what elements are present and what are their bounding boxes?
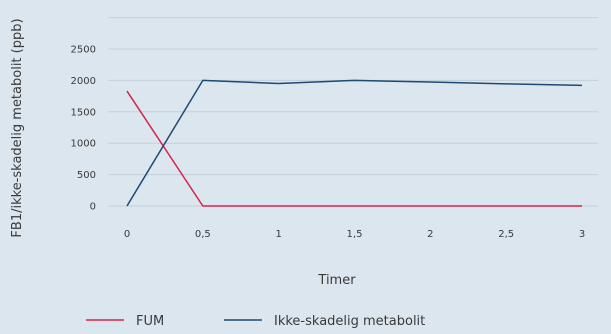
x-tick-label: 0 — [124, 229, 130, 240]
legend-label: FUM — [136, 314, 164, 329]
x-tick-label: 3 — [579, 229, 585, 240]
y-tick-label: 2000 — [71, 76, 96, 87]
y-tick-label: 1500 — [71, 107, 96, 118]
x-tick-label: 2 — [427, 229, 433, 240]
y-tick-label: 0 — [90, 202, 96, 213]
x-tick-label: 1,5 — [347, 229, 363, 240]
y-tick-label: 1000 — [71, 139, 96, 150]
series-line-fum — [127, 91, 582, 206]
y-axis-title: FB1/ikke-skadelig metabolit (ppb) — [10, 18, 25, 237]
x-tick-label: 0,5 — [195, 229, 211, 240]
legend: FUM Ikke-skadelig metabolit — [86, 314, 425, 329]
y-tick-label: 500 — [77, 170, 96, 181]
x-axis-ticks: 0 0,5 1 1,5 2 2,5 3 — [124, 229, 585, 240]
gridlines — [108, 18, 598, 206]
legend-label: Ikke-skadelig metabolit — [274, 314, 425, 329]
x-tick-label: 2,5 — [498, 229, 514, 240]
x-axis-title: Timer — [317, 273, 356, 288]
x-tick-label: 1 — [275, 229, 281, 240]
y-axis-ticks: 0 500 1000 1500 2000 2500 — [71, 45, 96, 213]
y-tick-label: 2500 — [71, 45, 96, 56]
